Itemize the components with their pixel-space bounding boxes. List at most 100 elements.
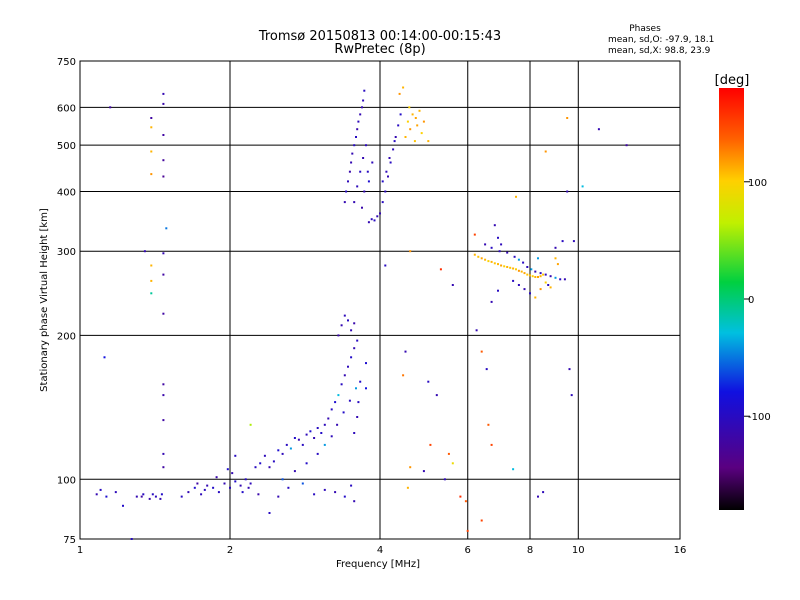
x-axis-label: Frequency [MHz] xyxy=(336,559,420,570)
data-point xyxy=(103,356,106,359)
data-point xyxy=(409,466,412,469)
data-point xyxy=(366,170,369,173)
data-point xyxy=(539,272,542,275)
data-point xyxy=(316,452,319,455)
data-point xyxy=(313,437,316,439)
data-point xyxy=(493,262,496,265)
data-point xyxy=(287,486,290,489)
data-point xyxy=(531,275,534,278)
data-point xyxy=(509,266,512,269)
data-point xyxy=(537,257,539,260)
chart-title-line2: RwPretec (8p) xyxy=(334,42,425,57)
x-tick-label: 1 xyxy=(77,545,83,556)
data-point xyxy=(561,240,564,243)
data-point xyxy=(381,201,384,204)
y-tick-label: 400 xyxy=(57,187,76,198)
data-point xyxy=(343,201,346,204)
data-point xyxy=(241,491,244,494)
data-point xyxy=(556,263,559,266)
data-points xyxy=(95,86,628,540)
y-axis-label: Stationary phase Virtual Height [km] xyxy=(39,208,50,392)
data-point xyxy=(517,284,520,286)
data-point xyxy=(362,99,365,102)
data-point xyxy=(517,258,520,261)
data-point xyxy=(443,478,446,481)
y-tick-label: 100 xyxy=(57,475,76,486)
data-point xyxy=(114,491,117,494)
data-point xyxy=(281,452,284,455)
data-point xyxy=(348,170,351,173)
data-point xyxy=(150,279,153,282)
data-point xyxy=(350,329,353,332)
data-point xyxy=(165,227,168,230)
data-point xyxy=(526,266,529,268)
data-point xyxy=(351,152,354,155)
data-point xyxy=(485,368,488,371)
data-point xyxy=(150,150,153,153)
data-point xyxy=(135,495,138,498)
data-point xyxy=(427,140,430,143)
data-point xyxy=(480,519,483,522)
data-point xyxy=(162,383,165,386)
data-point xyxy=(150,292,153,295)
data-point xyxy=(365,362,367,365)
data-point xyxy=(206,484,209,487)
data-point xyxy=(162,102,165,105)
data-point xyxy=(350,484,353,487)
data-point xyxy=(549,286,552,289)
data-point xyxy=(534,296,537,299)
data-point xyxy=(554,257,557,260)
data-point xyxy=(381,180,384,183)
data-point xyxy=(572,240,575,243)
data-point xyxy=(301,482,304,485)
data-point xyxy=(542,491,545,494)
data-point xyxy=(406,120,409,123)
data-point xyxy=(506,251,509,254)
data-point xyxy=(370,218,373,221)
data-point xyxy=(506,266,509,268)
data-point xyxy=(150,264,153,267)
x-tick-label: 2 xyxy=(227,545,233,556)
data-point xyxy=(162,273,165,276)
data-point xyxy=(497,289,499,292)
data-point xyxy=(323,423,326,426)
data-point xyxy=(559,278,562,281)
data-point xyxy=(520,270,523,273)
data-point xyxy=(427,380,430,383)
x-tick-label: 10 xyxy=(572,545,585,556)
data-point xyxy=(554,246,557,249)
data-point xyxy=(150,126,153,129)
data-point xyxy=(490,260,493,263)
data-point xyxy=(397,124,400,127)
data-point xyxy=(327,417,330,420)
data-point xyxy=(480,350,483,353)
data-point xyxy=(498,250,501,253)
data-point xyxy=(466,529,469,532)
data-point xyxy=(409,250,412,253)
data-point xyxy=(487,423,490,426)
data-point xyxy=(500,264,503,267)
data-point xyxy=(373,219,376,222)
data-point xyxy=(343,374,346,377)
data-point xyxy=(371,161,374,164)
data-point xyxy=(451,284,454,286)
data-point xyxy=(196,482,199,485)
data-point xyxy=(367,180,370,183)
data-point xyxy=(362,157,365,159)
data-point xyxy=(159,497,162,500)
data-point xyxy=(281,478,284,481)
data-point xyxy=(336,423,339,426)
data-point xyxy=(625,144,628,147)
data-point xyxy=(350,161,353,164)
data-point xyxy=(130,538,133,540)
data-point xyxy=(409,128,412,131)
data-point xyxy=(162,419,165,422)
colorbar-ticks: 100 0 -100 xyxy=(744,178,771,423)
data-point xyxy=(162,175,165,178)
data-point xyxy=(122,504,124,507)
data-point xyxy=(337,334,340,337)
data-point xyxy=(277,449,280,452)
phases-heading: Phases xyxy=(629,24,661,34)
y-tick-label: 600 xyxy=(57,103,76,114)
data-point xyxy=(162,394,165,397)
